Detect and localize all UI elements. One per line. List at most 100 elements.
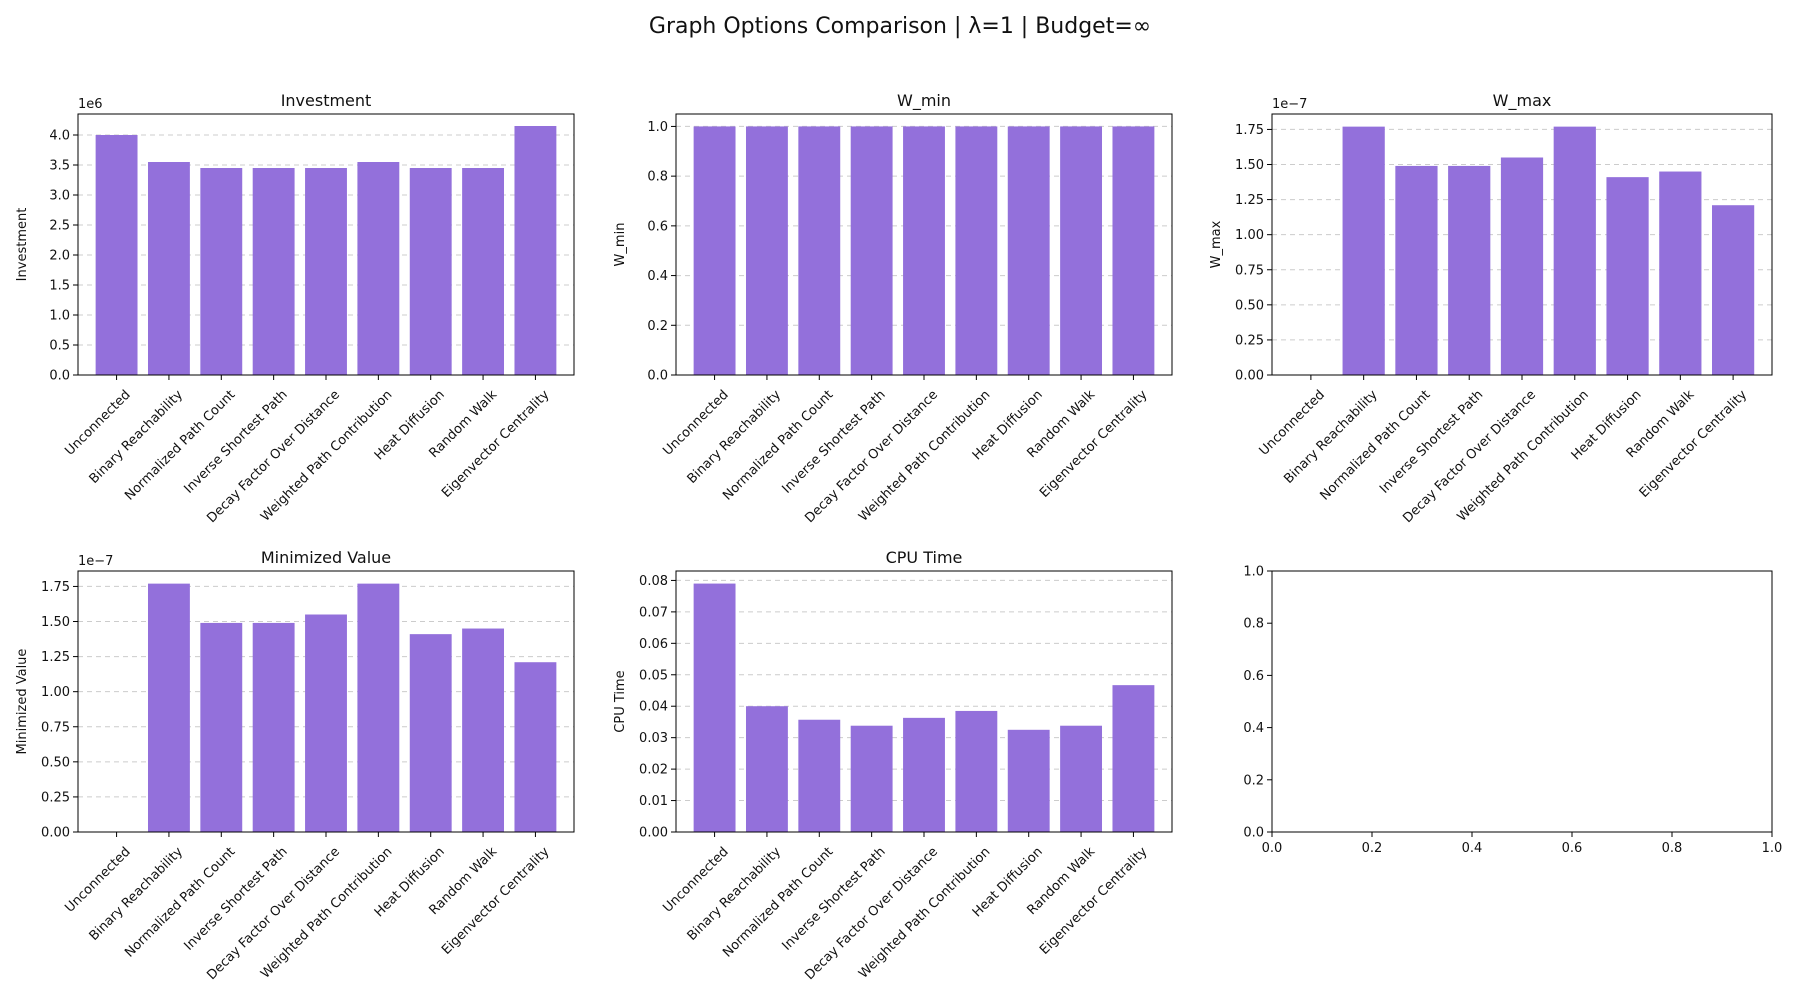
y-tick-label: 3.5: [49, 159, 70, 174]
y-tick-label: 0.50: [1235, 298, 1264, 313]
y-axis-label: Minimized Value: [15, 649, 30, 755]
y-tick-label: 0.8: [647, 170, 668, 185]
x-tick-label: 0.0: [1262, 841, 1283, 856]
bar: [357, 162, 400, 375]
bar: [1500, 157, 1544, 375]
bar: [1712, 205, 1755, 375]
bar: [514, 126, 557, 375]
y-tick-label: 0.03: [639, 731, 668, 746]
x-tick-label: Eigenvector Centrality: [439, 387, 553, 501]
bar: [798, 126, 841, 375]
bar: [903, 717, 945, 832]
y-tick-label: 2.0: [49, 249, 70, 264]
y-tick-label: 4.0: [49, 129, 70, 144]
bar: [1112, 685, 1155, 832]
bar: [147, 162, 190, 375]
axes-frame: [1271, 113, 1773, 376]
y-tick-label: 1.0: [647, 120, 668, 135]
y-tick-label: 0.4: [1243, 721, 1264, 736]
y-tick-label: 0.08: [639, 574, 668, 589]
x-tick-label: Binary Reachability: [1281, 387, 1381, 487]
scale-offset-label: 1e−7: [1272, 97, 1307, 112]
y-axis-label: W_min: [613, 223, 628, 267]
bar: [147, 583, 190, 832]
axes-frame: [77, 570, 575, 833]
bar: [1007, 126, 1050, 375]
y-tick-label: 0.01: [639, 794, 668, 809]
bar: [252, 622, 295, 832]
bar: [462, 168, 505, 375]
y-tick-label: 0.6: [1243, 669, 1264, 684]
y-tick-label: 1.00: [1235, 228, 1264, 243]
x-tick-label: Inverse Shortest Path: [1377, 387, 1486, 496]
x-tick-label: Normalized Path Count: [1317, 387, 1433, 503]
bar: [1395, 165, 1438, 375]
x-tick-label: Binary Reachability: [685, 844, 785, 944]
y-tick-label: 3.0: [49, 189, 70, 204]
bar: [1060, 126, 1103, 375]
y-tick-label: 0.0: [49, 369, 70, 384]
y-axis-label: Investment: [15, 208, 30, 282]
x-tick-label: Inverse Shortest Path: [181, 387, 290, 496]
y-tick-label: 0.04: [639, 700, 668, 715]
y-tick-label: 0.25: [41, 790, 70, 805]
x-tick-label: Eigenvector Centrality: [1637, 387, 1751, 501]
y-tick-label: 1.75: [1235, 123, 1264, 138]
y-tick-label: 1.25: [1235, 193, 1264, 208]
bar: [305, 168, 347, 375]
x-tick-label: Eigenvector Centrality: [1037, 387, 1151, 501]
y-tick-label: 1.5: [49, 279, 70, 294]
bar: [1659, 171, 1702, 375]
y-tick-label: 0.2: [1243, 773, 1264, 788]
y-tick-label: 0.4: [647, 269, 668, 284]
axes-frame: [1271, 570, 1773, 833]
bar: [1342, 126, 1385, 376]
bar: [462, 628, 505, 832]
bar: [1606, 177, 1649, 375]
y-tick-label: 1.25: [41, 650, 70, 665]
bar: [693, 583, 736, 832]
axes-frame: [675, 570, 1173, 833]
y-tick-label: 0.05: [639, 668, 668, 683]
bar: [693, 126, 736, 375]
y-tick-label: 1.75: [41, 580, 70, 595]
panel-title: W_min: [897, 91, 951, 111]
y-tick-label: 0.06: [639, 637, 668, 652]
x-tick-label: Inverse Shortest Path: [779, 844, 888, 953]
y-axis-label: W_max: [1209, 220, 1224, 268]
bar: [1060, 725, 1103, 832]
bar: [1007, 729, 1050, 832]
x-tick-label: 0.2: [1362, 841, 1383, 856]
x-tick-label: Inverse Shortest Path: [181, 844, 290, 953]
panel-6: 0.0 0.2 0.4 0.6 0.8 1.0 0.0 0.2 0.4 0.6 0.8 1.0: [1243, 565, 1782, 857]
scale-offset-label: 1e6: [78, 97, 103, 112]
x-tick-label: 0.8: [1662, 841, 1683, 856]
bar: [95, 135, 138, 375]
bar: [798, 719, 841, 832]
bar: [903, 126, 945, 375]
y-tick-label: 0.8: [1243, 617, 1264, 632]
y-tick-label: 0.75: [1235, 263, 1264, 278]
bar: [850, 126, 893, 375]
x-tick-label: Binary Reachability: [87, 387, 187, 487]
y-tick-label: 1.0: [1243, 565, 1264, 580]
y-tick-label: 0.0: [647, 369, 668, 384]
bar: [305, 614, 347, 832]
axes-frame: [675, 113, 1173, 376]
y-tick-label: 0.00: [1235, 369, 1264, 384]
bar: [514, 662, 557, 832]
y-tick-label: 0.2: [647, 319, 668, 334]
figure-title: Graph Options Comparison | λ=1 | Budget=…: [648, 14, 1152, 39]
x-tick-label: 0.6: [1562, 841, 1583, 856]
y-tick-label: 2.5: [49, 219, 70, 234]
x-tick-label: Eigenvector Centrality: [439, 844, 553, 958]
y-tick-label: 1.00: [41, 685, 70, 700]
y-tick-label: 0.75: [41, 720, 70, 735]
y-tick-label: 0.00: [41, 826, 70, 841]
panel-title: Investment: [281, 91, 372, 110]
